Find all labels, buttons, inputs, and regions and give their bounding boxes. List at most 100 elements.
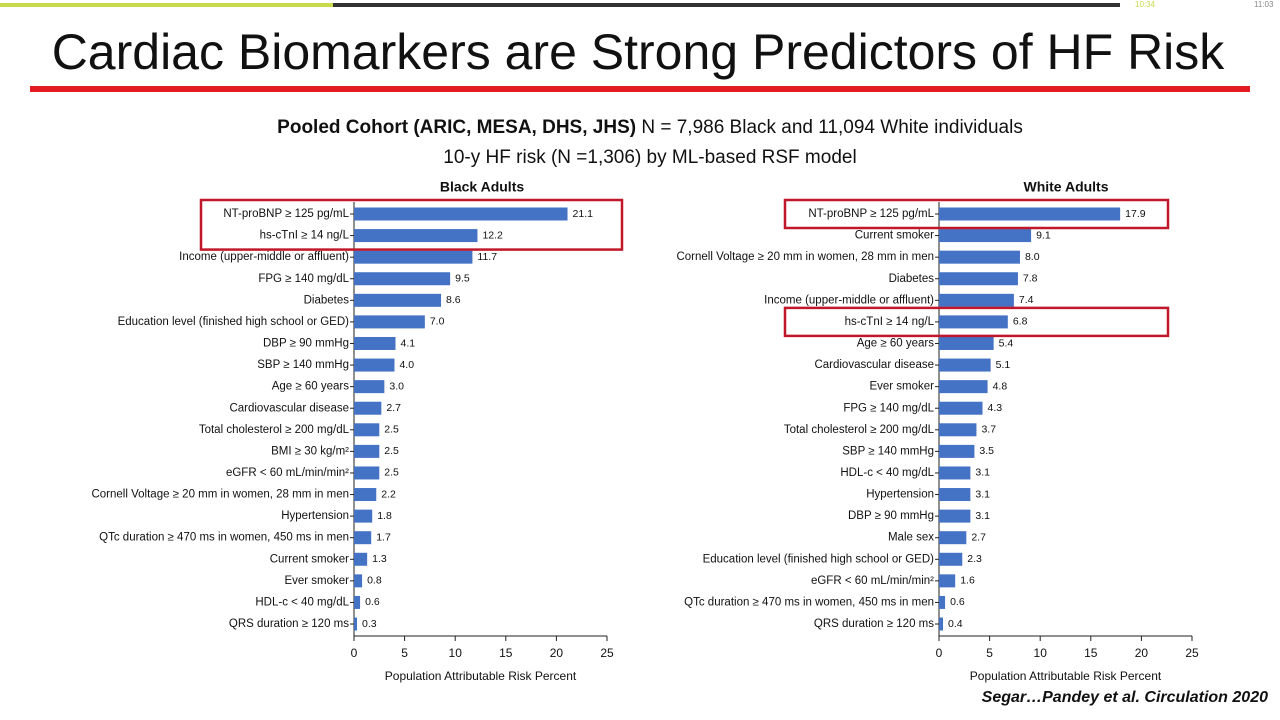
bar <box>939 531 967 545</box>
bar <box>354 401 382 415</box>
value-label: 3.1 <box>975 467 990 479</box>
category-label: Income (upper-middle or affluent) <box>179 251 349 263</box>
value-label: 0.4 <box>948 618 963 630</box>
x-tick-label: 20 <box>550 646 564 660</box>
subtitle-line2: 10-y HF risk (N =1,306) by ML-based RSF … <box>443 147 856 168</box>
bar <box>354 509 373 523</box>
category-label: hs-cTnI ≥ 14 ng/L <box>260 230 350 242</box>
value-label: 0.6 <box>950 596 965 608</box>
value-label: 2.3 <box>967 553 982 565</box>
value-label: 3.5 <box>979 445 994 457</box>
subtitle: Pooled Cohort (ARIC, MESA, DHS, JHS) N =… <box>277 117 1023 138</box>
category-label: Age ≥ 60 years <box>857 338 935 350</box>
x-tick-label: 15 <box>499 646 513 660</box>
highlight-box <box>783 198 1170 230</box>
bar <box>939 207 1121 221</box>
value-label: 1.7 <box>376 531 391 543</box>
category-label: SBP ≥ 140 mmHg <box>842 445 934 457</box>
slide-title: Cardiac Biomarkers are Strong Predictors… <box>52 24 1226 80</box>
category-label: DBP ≥ 90 mmHg <box>263 338 349 350</box>
category-label: Hypertension <box>866 489 934 501</box>
value-label: 12.2 <box>482 229 503 241</box>
value-label: 2.7 <box>386 402 401 414</box>
x-tick-label: 5 <box>986 646 993 660</box>
category-label: Education level (finished high school or… <box>703 553 935 565</box>
value-label: 0.3 <box>362 618 377 630</box>
bar <box>939 315 1008 329</box>
x-tick-label: 0 <box>936 646 943 660</box>
value-label: 17.9 <box>1125 208 1146 220</box>
bar <box>354 207 568 221</box>
category-label: NT-proBNP ≥ 125 pg/mL <box>223 208 349 220</box>
x-tick-label: 5 <box>401 646 408 660</box>
x-axis-label: Population Attributable Risk Percent <box>970 669 1162 683</box>
category-label: NT-proBNP ≥ 125 pg/mL <box>808 208 934 220</box>
value-label: 6.8 <box>1013 316 1028 328</box>
bar <box>354 574 363 588</box>
value-label: 1.8 <box>377 510 392 522</box>
title-rule <box>30 86 1250 92</box>
category-label: Income (upper-middle or affluent) <box>764 294 934 306</box>
category-label: eGFR < 60 mL/min/min² <box>811 575 934 587</box>
bar <box>939 358 991 372</box>
chart-title: White Adults <box>1023 179 1108 195</box>
category-label: Male sex <box>888 532 934 544</box>
bar <box>939 509 971 523</box>
subtitle-rest: N = 7,986 Black and 11,094 White individ… <box>641 117 1022 138</box>
value-label: 9.5 <box>455 273 470 285</box>
category-label: Diabetes <box>889 273 935 285</box>
time-elapsed: 10:34 <box>1135 0 1156 9</box>
value-label: 5.4 <box>999 337 1014 349</box>
value-label: 2.5 <box>384 467 399 479</box>
value-label: 4.3 <box>988 402 1003 414</box>
bar <box>939 401 983 415</box>
value-label: 2.2 <box>381 488 396 500</box>
category-label: HDL-c < 40 mg/dL <box>255 596 349 608</box>
bar <box>354 488 377 502</box>
bar <box>354 380 385 394</box>
category-label: Cardiovascular disease <box>229 402 349 414</box>
bar <box>354 444 380 458</box>
value-label: 1.6 <box>960 575 975 587</box>
value-label: 4.8 <box>993 380 1008 392</box>
bar <box>354 315 425 329</box>
bar <box>354 423 380 437</box>
bar <box>939 444 975 458</box>
value-label: 7.8 <box>1023 273 1038 285</box>
value-label: 7.0 <box>430 316 445 328</box>
value-label: 3.1 <box>975 488 990 500</box>
category-label: QRS duration ≥ 120 ms <box>814 618 934 630</box>
category-label: Education level (finished high school or… <box>118 316 350 328</box>
value-label: 9.1 <box>1036 229 1051 241</box>
x-axis-label: Population Attributable Risk Percent <box>385 669 577 683</box>
progress-track <box>0 3 1120 7</box>
category-label: QTc duration ≥ 470 ms in women, 450 ms i… <box>99 532 349 544</box>
category-label: HDL-c < 40 mg/dL <box>840 467 934 479</box>
progress-fill <box>0 3 333 7</box>
bar <box>354 595 361 609</box>
bar <box>354 552 368 566</box>
bar <box>939 423 977 437</box>
bar <box>939 552 963 566</box>
category-label: Total cholesterol ≥ 200 mg/dL <box>784 424 935 436</box>
value-label: 5.1 <box>996 359 1011 371</box>
value-label: 4.0 <box>399 359 414 371</box>
value-label: 2.7 <box>971 531 986 543</box>
bar <box>939 229 1032 243</box>
category-label: hs-cTnI ≥ 14 ng/L <box>845 316 935 328</box>
value-label: 7.4 <box>1019 294 1034 306</box>
category-label: Current smoker <box>855 230 934 242</box>
x-tick-label: 10 <box>449 646 463 660</box>
category-label: Ever smoker <box>284 575 349 587</box>
bar <box>939 272 1018 286</box>
category-label: DBP ≥ 90 mmHg <box>848 510 934 522</box>
highlight-box <box>783 306 1170 338</box>
category-label: eGFR < 60 mL/min/min² <box>226 467 349 479</box>
category-label: QTc duration ≥ 470 ms in women, 450 ms i… <box>684 596 934 608</box>
bar <box>354 336 396 350</box>
chart-title: Black Adults <box>440 179 524 195</box>
category-label: FPG ≥ 140 mg/dL <box>843 402 934 414</box>
